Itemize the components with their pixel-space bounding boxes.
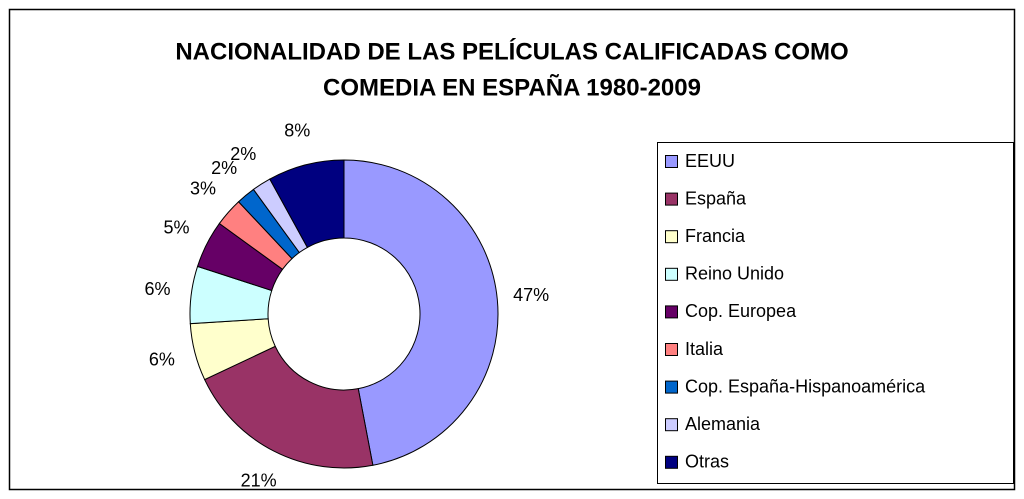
legend-label: Francia — [685, 226, 746, 246]
legend-swatch — [665, 267, 678, 281]
legend-swatch — [665, 455, 678, 469]
donut-slice — [203, 345, 374, 469]
legend-label: España — [685, 188, 747, 208]
data-label: 3% — [190, 178, 216, 198]
legend-label: Cop. Europea — [685, 301, 797, 321]
legend-label: Italia — [685, 339, 724, 359]
data-label: 5% — [163, 217, 189, 237]
legend-label: Cop. España-Hispanoamérica — [685, 376, 926, 396]
legend-label: EEUU — [685, 151, 735, 171]
donut-slice — [343, 159, 499, 466]
legend-box — [657, 142, 1014, 484]
legend-swatch — [665, 418, 678, 432]
legend-swatch — [665, 155, 678, 168]
donut-slice — [269, 159, 345, 249]
data-label: 2% — [230, 144, 256, 164]
data-label: 6% — [144, 279, 170, 299]
data-label: 6% — [149, 350, 175, 370]
legend-swatch — [665, 192, 678, 206]
data-label: 21% — [241, 470, 277, 490]
legend-label: Reino Unido — [685, 264, 784, 284]
chart-title: COMEDIA EN ESPAÑA 1980-2009 — [323, 73, 701, 101]
data-label: 8% — [284, 121, 310, 141]
data-label: 2% — [211, 158, 237, 178]
legend-swatch — [665, 230, 678, 244]
legend-label: Alemania — [685, 414, 761, 434]
legend-swatch — [665, 305, 678, 319]
chart-title: NACIONALIDAD DE LAS PELÍCULAS CALIFICADA… — [175, 37, 848, 65]
legend-swatch — [665, 380, 678, 394]
legend-swatch — [665, 343, 678, 356]
data-label: 47% — [513, 285, 549, 305]
legend-label: Otras — [685, 452, 729, 472]
